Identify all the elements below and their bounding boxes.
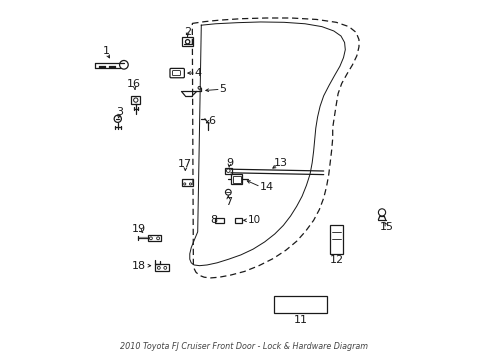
Text: 14: 14 <box>259 182 273 192</box>
Text: 4: 4 <box>194 68 202 78</box>
Text: 11: 11 <box>293 315 307 325</box>
Text: 1: 1 <box>102 46 109 56</box>
Bar <box>329 225 342 254</box>
Text: 19: 19 <box>132 224 146 234</box>
Bar <box>182 37 193 46</box>
Text: 15: 15 <box>379 222 393 232</box>
Text: 17: 17 <box>177 159 191 169</box>
Bar <box>230 174 242 184</box>
Bar <box>232 176 240 183</box>
Bar <box>215 218 223 223</box>
Text: 7: 7 <box>224 197 231 207</box>
Bar <box>234 218 242 223</box>
Text: 6: 6 <box>207 116 214 126</box>
Bar <box>224 168 231 174</box>
Text: 12: 12 <box>329 255 343 265</box>
Text: 9: 9 <box>225 158 232 168</box>
Bar <box>273 296 326 313</box>
Text: 16: 16 <box>126 78 141 89</box>
Bar <box>182 179 193 186</box>
Text: 10: 10 <box>247 215 260 225</box>
Text: 5: 5 <box>219 84 226 94</box>
Text: 8: 8 <box>209 215 217 225</box>
Text: 18: 18 <box>131 261 145 271</box>
Bar <box>131 96 140 104</box>
Text: 2010 Toyota FJ Cruiser Front Door - Lock & Hardware Diagram: 2010 Toyota FJ Cruiser Front Door - Lock… <box>120 342 368 351</box>
Bar <box>148 235 161 241</box>
Text: 3: 3 <box>116 107 122 117</box>
Bar <box>155 264 168 271</box>
Text: 13: 13 <box>273 158 287 168</box>
Text: 2: 2 <box>183 27 191 37</box>
